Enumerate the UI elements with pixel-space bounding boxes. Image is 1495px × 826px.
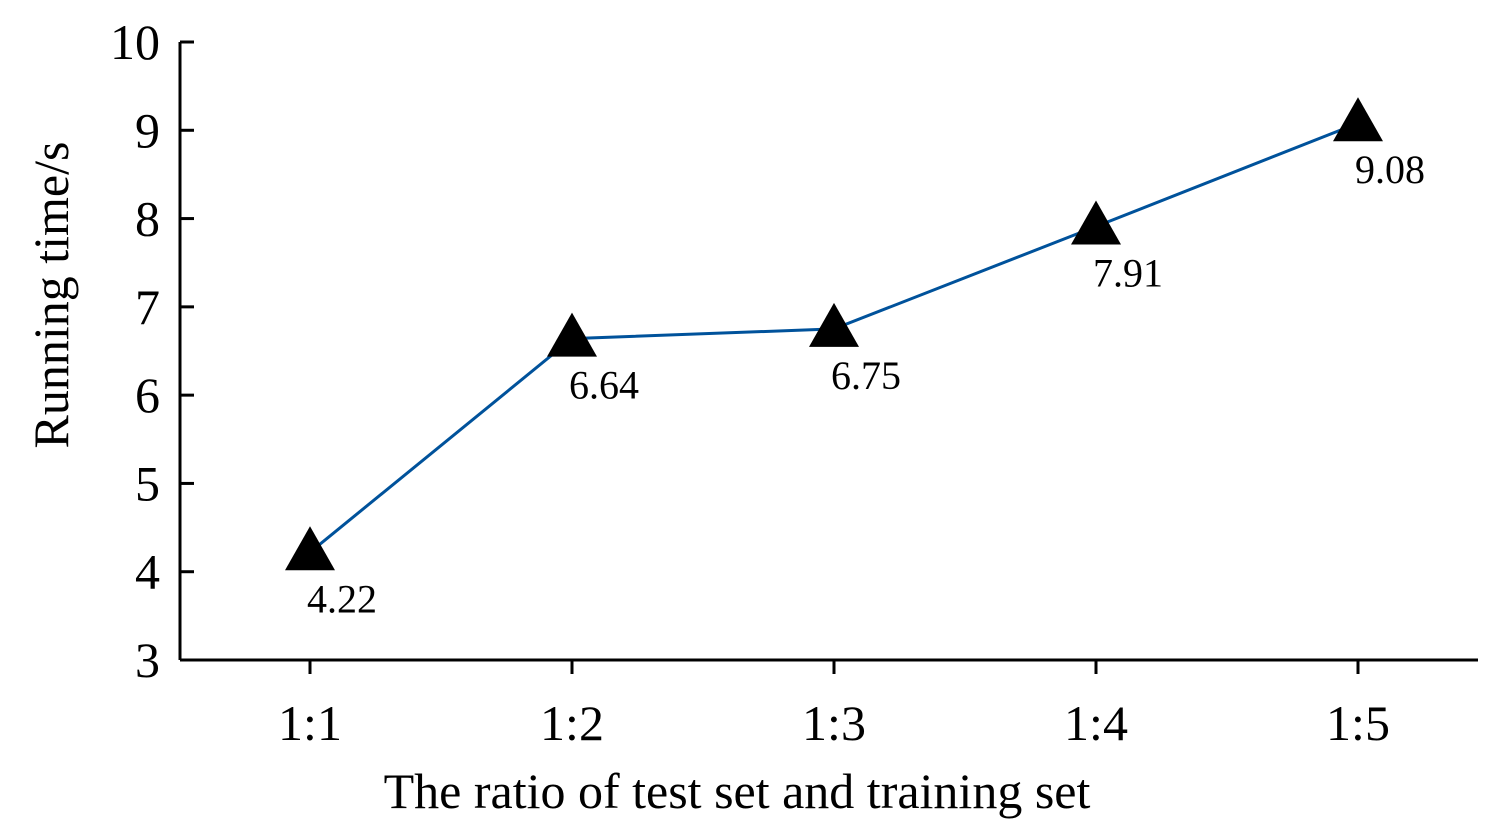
data-label: 7.91 bbox=[1093, 251, 1163, 296]
data-label: 6.75 bbox=[831, 353, 901, 398]
x-tick-label: 1:3 bbox=[802, 695, 866, 751]
y-tick-label: 6 bbox=[135, 367, 160, 423]
data-point-marker bbox=[1071, 200, 1121, 245]
x-tick-label: 1:5 bbox=[1326, 695, 1390, 751]
data-label: 4.22 bbox=[307, 576, 377, 621]
y-tick-label: 8 bbox=[135, 191, 160, 247]
y-tick-label: 10 bbox=[110, 14, 160, 70]
x-tick-label: 1:4 bbox=[1064, 695, 1128, 751]
data-point-marker bbox=[285, 526, 335, 571]
data-point-marker bbox=[809, 302, 859, 347]
data-label: 9.08 bbox=[1355, 147, 1425, 192]
x-tick-label: 1:2 bbox=[540, 695, 604, 751]
y-axis-title: Running time/s bbox=[23, 142, 79, 449]
data-label: 6.64 bbox=[569, 363, 639, 408]
y-tick-label: 9 bbox=[135, 102, 160, 158]
y-axis-ticks: 3 4 5 6 7 8 9 10 bbox=[110, 14, 194, 688]
x-axis-title: The ratio of test set and training set bbox=[384, 763, 1091, 819]
series-layer: 4.22 6.64 6.75 7.91 9.08 bbox=[285, 97, 1425, 621]
x-axis-ticks: 1:1 1:2 1:3 1:4 1:5 bbox=[278, 660, 1390, 751]
data-point-marker bbox=[1333, 97, 1383, 142]
x-tick-label: 1:1 bbox=[278, 695, 342, 751]
y-tick-label: 3 bbox=[135, 632, 160, 688]
y-tick-label: 5 bbox=[135, 455, 160, 511]
y-tick-label: 7 bbox=[135, 279, 160, 335]
y-tick-label: 4 bbox=[135, 544, 160, 600]
data-point-marker bbox=[547, 312, 597, 357]
